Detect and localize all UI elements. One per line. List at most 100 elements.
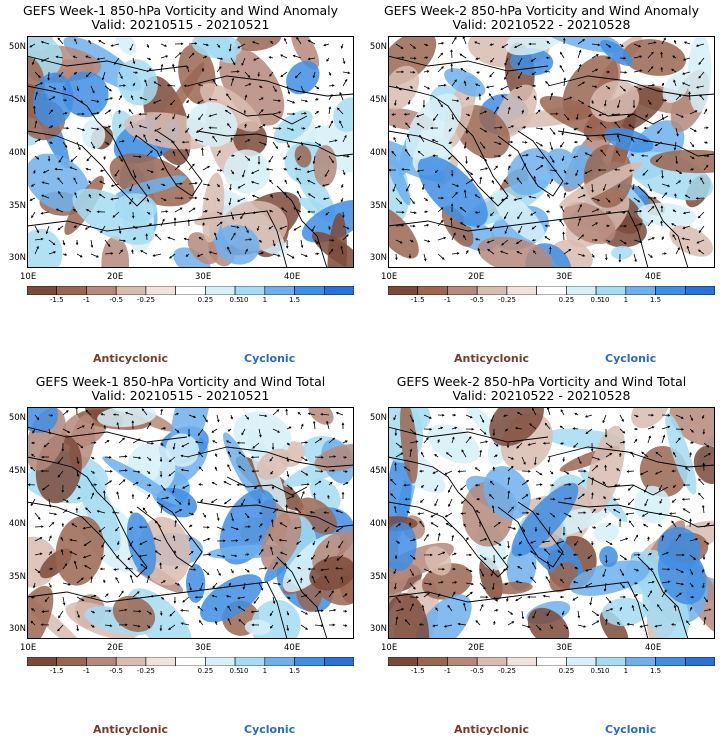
cyclonic-legend: Cyclonic [605,352,657,365]
wind-arrow [395,523,401,528]
wind-arrow [160,55,168,59]
wind-arrow [180,609,190,612]
wind-arrow [227,464,232,472]
colorbar-label: -1.5 [410,296,425,304]
wind-arrow [146,610,152,615]
colorbar-label: -1 [443,296,451,304]
wind-arrow [619,554,627,560]
wind-arrow [682,225,691,229]
wind-arrow [445,512,453,518]
wind-arrow [160,497,169,500]
wind-arrow [99,193,106,199]
wind-arrow [517,412,523,416]
wind-arrow [516,580,523,584]
colorbar-swatch [145,286,176,295]
wind-arrow [532,610,537,619]
colorbar-label: 0.25 [197,667,214,675]
wind-arrow [185,127,190,133]
wind-arrow [672,234,677,241]
wind-arrow [393,414,397,420]
wind-arrow [572,596,579,601]
wind-arrow [490,57,495,63]
wind-arrow [432,470,439,474]
cyclonic-region [602,597,647,627]
wind-arrow [661,535,664,542]
wind-arrow [270,547,274,556]
cyclonic-region [77,465,121,552]
wind-arrow [647,183,652,192]
wind-arrow [129,540,134,547]
wind-arrow [647,426,655,430]
cyclonic-region [388,452,412,530]
wind-arrow [577,204,582,213]
wind-arrow [605,608,613,612]
wind-arrow [699,94,705,101]
wind-arrow [640,624,649,628]
wind-arrow [605,540,613,545]
latitude-label: 45N [8,466,26,476]
map-panel-week2-total: GEFS Week-2 850-hPa Vorticity and Wind T… [361,371,722,742]
wind-arrow [258,535,262,542]
wind-arrow [647,581,655,584]
wind-arrow [395,43,403,49]
anticyclonic-region [388,36,437,86]
wind-arrow [629,124,635,129]
wind-arrow [118,249,123,255]
wind-arrow [230,225,239,228]
wind-arrow [34,414,39,420]
wind-arrow [98,526,106,533]
wind-arrow [314,480,321,486]
wind-arrow [244,512,250,518]
wind-arrow [479,141,486,149]
wind-arrow [57,456,64,464]
cyclonic-region [102,456,181,506]
wind-arrow [238,606,246,612]
wind-arrow [144,79,148,87]
wind-arrow [272,409,279,416]
wind-arrow [703,165,709,171]
wind-arrow [559,65,565,73]
wind-arrow [300,470,308,476]
wind-arrow [280,522,288,528]
cyclonic-region [593,522,619,542]
wind-arrow [279,539,288,542]
wind-arrow [661,426,670,430]
latitude-label: 30N [8,253,26,263]
wind-arrow [577,493,585,500]
wind-arrow [516,177,523,185]
wind-arrow [323,197,330,200]
wind-arrow [99,180,106,185]
wind-arrow [619,428,625,434]
map-valid-dates: Valid: 20210522 - 20210528 [452,388,631,403]
wind-arrow [563,192,566,199]
anticyclonic-legend: Anticyclonic [93,723,169,736]
cyclonic-legend: Cyclonic [244,723,296,736]
wind-arrow [48,85,56,90]
wind-arrow [30,467,36,472]
anticyclonic-region [233,121,268,156]
wind-arrow [451,535,454,542]
cyclonic-region [114,175,187,199]
wind-arrow [392,183,397,192]
colorbar-swatch [476,286,508,295]
wind-arrow [90,595,96,598]
wind-arrow [314,438,322,444]
cyclonic-region [599,546,618,568]
wind-arrow [605,43,611,48]
wind-arrow [174,165,180,171]
wind-arrow [437,66,444,73]
anticyclonic-legend: Anticyclonic [93,352,169,365]
wind-arrow [229,197,232,205]
wind-arrow [90,576,93,584]
wind-arrow [576,113,579,120]
vorticity-map [27,407,354,639]
colorbar-label: 0.25 [558,296,575,304]
wind-arrow [528,442,537,446]
wind-arrow [132,155,141,158]
wind-vectors [388,36,710,263]
wind-arrow [591,54,599,59]
wind-arrow [549,155,555,163]
wind-arrow [461,498,467,504]
anticyclonic-region [388,205,419,259]
wind-arrow [409,211,417,214]
